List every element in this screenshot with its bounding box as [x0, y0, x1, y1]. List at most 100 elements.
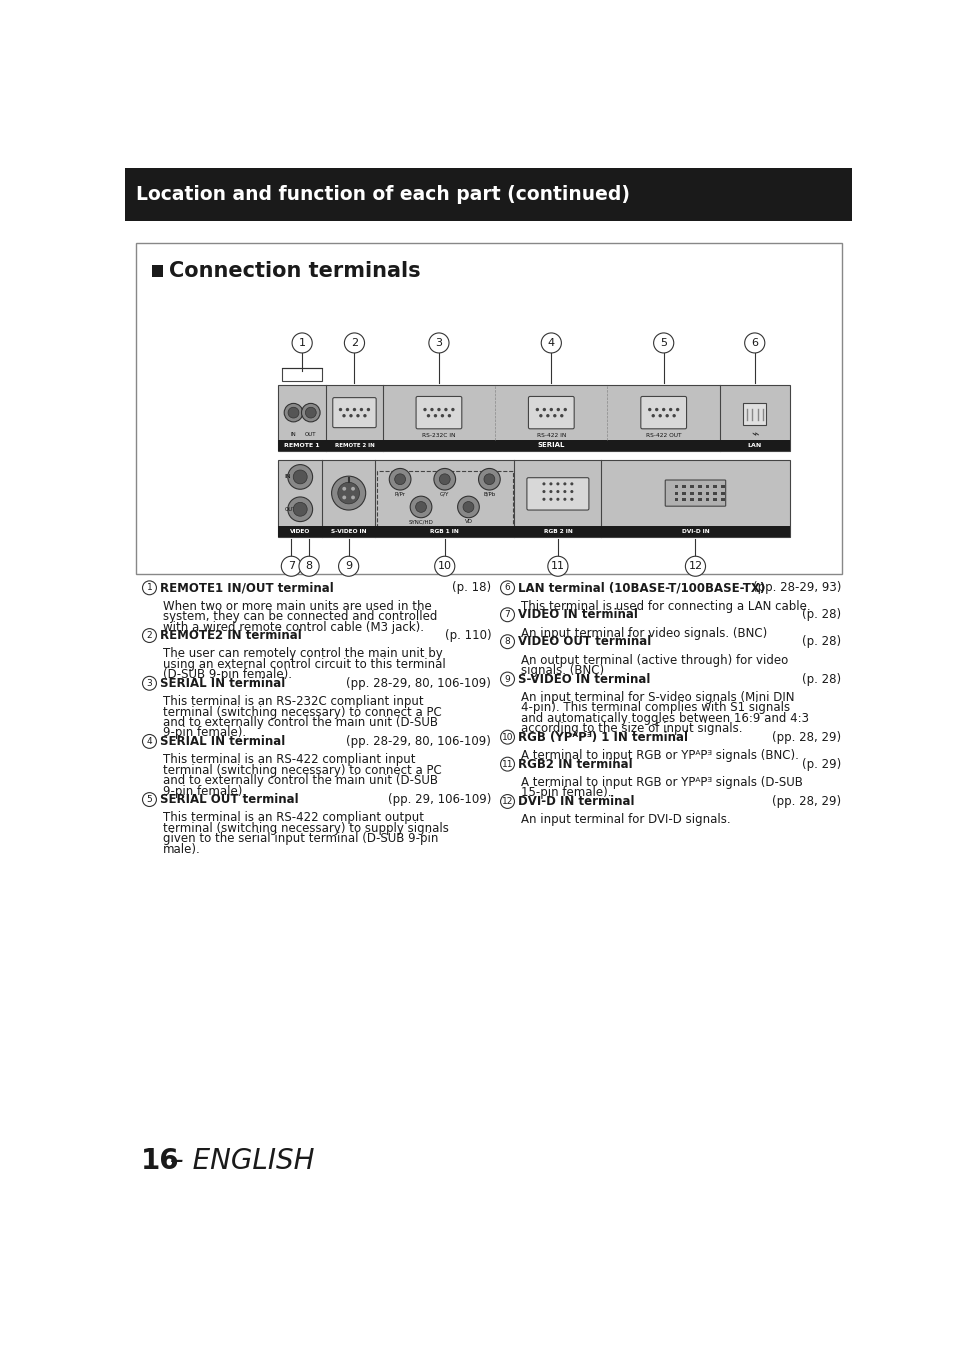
Circle shape	[338, 408, 342, 412]
Bar	[278, 526, 322, 537]
Text: An input terminal for video signals. (BNC): An input terminal for video signals. (BN…	[520, 626, 766, 640]
Text: RGB2 IN terminal: RGB2 IN terminal	[517, 757, 632, 771]
Text: 4: 4	[147, 737, 152, 747]
Text: (p. 28): (p. 28)	[801, 609, 841, 621]
Text: (p. 28): (p. 28)	[801, 636, 841, 648]
Circle shape	[549, 408, 553, 412]
Text: Connection terminals: Connection terminals	[169, 261, 420, 281]
Text: 12: 12	[501, 796, 513, 806]
Bar	[697, 486, 700, 489]
Bar	[713, 491, 717, 494]
Text: RS-232C IN: RS-232C IN	[422, 432, 456, 437]
Text: and automatically toggles between 16:9 and 4:3: and automatically toggles between 16:9 a…	[520, 711, 808, 725]
Text: The user can remotely control the main unit by: The user can remotely control the main u…	[162, 648, 442, 660]
Circle shape	[451, 408, 455, 412]
Circle shape	[351, 487, 355, 490]
Bar	[514, 526, 600, 537]
Bar	[376, 471, 513, 536]
Text: This terminal is an RS-422 compliant output: This terminal is an RS-422 compliant out…	[162, 811, 423, 825]
Text: 3: 3	[435, 338, 442, 348]
Circle shape	[351, 495, 355, 500]
Bar	[705, 498, 709, 501]
Circle shape	[292, 333, 312, 352]
Text: 6: 6	[504, 583, 510, 593]
Text: system, they can be connected and controlled: system, they can be connected and contro…	[162, 610, 436, 624]
Text: Location and function of each part (continued): Location and function of each part (cont…	[136, 185, 630, 204]
Circle shape	[570, 482, 573, 486]
Circle shape	[430, 408, 434, 412]
FancyBboxPatch shape	[416, 397, 461, 429]
Text: IN: IN	[291, 432, 296, 437]
Circle shape	[542, 408, 545, 412]
Text: (p. 18): (p. 18)	[452, 582, 491, 594]
Text: 9: 9	[504, 675, 510, 683]
Circle shape	[542, 482, 545, 486]
Bar	[689, 498, 693, 501]
Circle shape	[436, 408, 440, 412]
Circle shape	[562, 482, 566, 486]
Circle shape	[547, 556, 567, 576]
Circle shape	[332, 477, 365, 510]
Bar	[600, 526, 789, 537]
Circle shape	[288, 408, 298, 418]
FancyBboxPatch shape	[664, 481, 725, 506]
Text: terminal (switching necessary) to supply signals: terminal (switching necessary) to supply…	[162, 822, 448, 834]
Circle shape	[142, 580, 156, 595]
Circle shape	[337, 482, 359, 504]
Text: An output terminal (active through) for video: An output terminal (active through) for …	[520, 653, 787, 667]
Bar	[689, 491, 693, 494]
Text: terminal (switching necessary) to connect a PC: terminal (switching necessary) to connec…	[162, 764, 441, 776]
Text: SYNC/HD: SYNC/HD	[408, 520, 433, 524]
Circle shape	[559, 414, 563, 417]
Text: This terminal is used for connecting a LAN cable.: This terminal is used for connecting a L…	[520, 599, 809, 613]
Circle shape	[281, 556, 301, 576]
Bar	[697, 491, 700, 494]
Bar	[322, 526, 375, 537]
Text: 9-pin female).: 9-pin female).	[162, 726, 246, 740]
Circle shape	[655, 408, 658, 412]
FancyBboxPatch shape	[526, 478, 588, 510]
Text: – ENGLISH: – ENGLISH	[161, 1146, 314, 1174]
Text: 12: 12	[688, 562, 701, 571]
Circle shape	[556, 408, 559, 412]
Circle shape	[500, 730, 514, 744]
Circle shape	[540, 333, 560, 352]
Circle shape	[440, 414, 444, 417]
Text: An input terminal for DVI-D signals.: An input terminal for DVI-D signals.	[520, 814, 730, 826]
Bar	[681, 498, 685, 501]
Circle shape	[344, 333, 364, 352]
Circle shape	[293, 470, 307, 483]
Text: IN: IN	[284, 474, 291, 479]
Text: 1: 1	[147, 583, 152, 593]
Circle shape	[342, 414, 345, 417]
Text: OUT: OUT	[284, 506, 295, 512]
Circle shape	[668, 408, 672, 412]
Circle shape	[545, 414, 549, 417]
Circle shape	[142, 734, 156, 748]
Circle shape	[426, 414, 430, 417]
Text: 11: 11	[550, 562, 564, 571]
Text: When two or more main units are used in the: When two or more main units are used in …	[162, 599, 431, 613]
Text: RGB 1 IN: RGB 1 IN	[430, 529, 458, 535]
Bar	[720, 498, 724, 501]
Circle shape	[359, 408, 363, 412]
Text: S-VIDEO IN terminal: S-VIDEO IN terminal	[517, 672, 649, 686]
Bar	[674, 498, 678, 501]
Text: according to the size of input signals.: according to the size of input signals.	[520, 722, 741, 736]
Text: (pp. 28, 29): (pp. 28, 29)	[772, 730, 841, 744]
Circle shape	[665, 414, 668, 417]
Text: B/Pb: B/Pb	[483, 491, 495, 497]
Text: A terminal to input RGB or YPᴬPᴲ signals (BNC).: A terminal to input RGB or YPᴬPᴲ signals…	[520, 749, 798, 763]
FancyBboxPatch shape	[640, 397, 686, 429]
Text: 5: 5	[147, 795, 152, 805]
Circle shape	[556, 490, 558, 493]
Circle shape	[556, 482, 558, 486]
Circle shape	[434, 468, 456, 490]
Circle shape	[349, 414, 353, 417]
Circle shape	[342, 487, 346, 490]
Circle shape	[293, 502, 307, 516]
Bar	[326, 440, 382, 451]
Text: REMOTE2 IN terminal: REMOTE2 IN terminal	[159, 629, 301, 643]
Circle shape	[345, 408, 349, 412]
Text: (pp. 28-29, 93): (pp. 28-29, 93)	[752, 582, 841, 594]
